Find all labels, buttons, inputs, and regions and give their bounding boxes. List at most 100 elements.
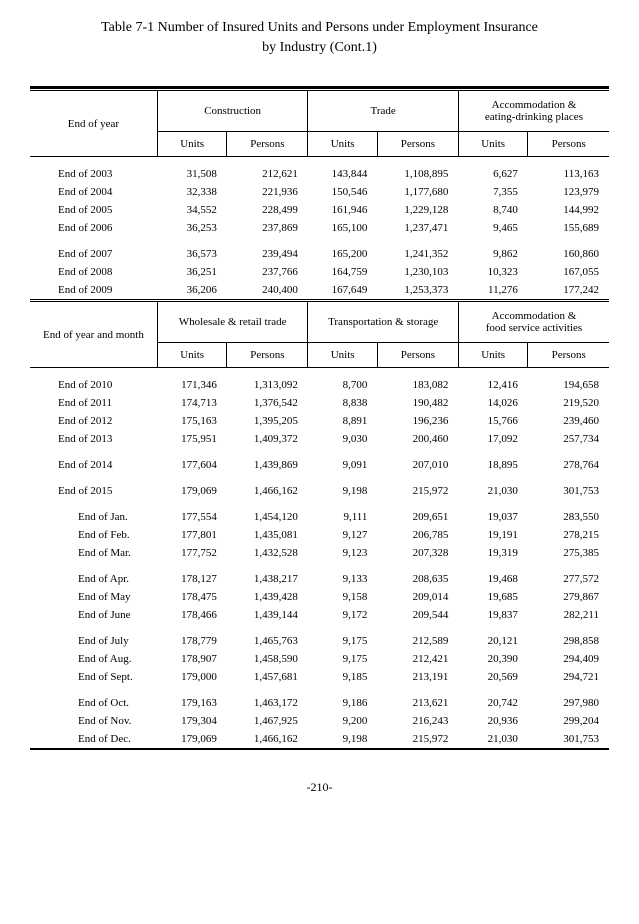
table-cell: 9,158 bbox=[308, 588, 377, 606]
table-cell: 1,454,120 bbox=[227, 508, 308, 526]
table-cell: 9,465 bbox=[458, 219, 527, 237]
table-cell: 215,972 bbox=[377, 482, 458, 500]
table-title-line2: by Industry (Cont.1) bbox=[30, 40, 609, 56]
table-cell: 34,552 bbox=[157, 201, 226, 219]
table-row-label: End of 2010 bbox=[30, 376, 157, 394]
table-cell: 9,123 bbox=[308, 544, 377, 562]
table-cell: 279,867 bbox=[528, 588, 609, 606]
table-cell: 1,409,372 bbox=[227, 430, 308, 448]
table-cell: 8,700 bbox=[308, 376, 377, 394]
table-cell: 1,253,373 bbox=[377, 281, 458, 301]
table-row-label: End of Mar. bbox=[30, 544, 157, 562]
table-cell: 190,482 bbox=[377, 394, 458, 412]
table-cell: 237,766 bbox=[227, 263, 308, 281]
table-cell: 177,801 bbox=[157, 526, 226, 544]
table-row-label: End of 2007 bbox=[30, 245, 157, 263]
table-cell: 20,742 bbox=[458, 694, 527, 712]
column-subheader: Units bbox=[157, 132, 226, 157]
table-cell: 297,980 bbox=[528, 694, 609, 712]
table-row-label: End of Aug. bbox=[30, 650, 157, 668]
table-row-label: End of Dec. bbox=[30, 730, 157, 749]
table-cell: 36,253 bbox=[157, 219, 226, 237]
table-row-label: End of Feb. bbox=[30, 526, 157, 544]
table-cell: 178,779 bbox=[157, 632, 226, 650]
table-cell: 9,198 bbox=[308, 482, 377, 500]
table-cell: 212,621 bbox=[227, 165, 308, 183]
table-cell: 1,435,081 bbox=[227, 526, 308, 544]
table-row-label: End of Nov. bbox=[30, 712, 157, 730]
table-cell: 143,844 bbox=[308, 165, 377, 183]
table-cell: 1,457,681 bbox=[227, 668, 308, 686]
table-cell: 196,236 bbox=[377, 412, 458, 430]
table-cell: 20,121 bbox=[458, 632, 527, 650]
table-cell: 179,000 bbox=[157, 668, 226, 686]
table-cell: 19,468 bbox=[458, 570, 527, 588]
table-cell: 175,163 bbox=[157, 412, 226, 430]
table-cell: 6,627 bbox=[458, 165, 527, 183]
table-cell: 219,520 bbox=[528, 394, 609, 412]
table-cell: 1,439,144 bbox=[227, 606, 308, 624]
table-cell: 113,163 bbox=[528, 165, 609, 183]
table-cell: 14,026 bbox=[458, 394, 527, 412]
table-cell: 167,649 bbox=[308, 281, 377, 301]
table-cell: 21,030 bbox=[458, 482, 527, 500]
table-cell: 171,346 bbox=[157, 376, 226, 394]
table-cell: 9,175 bbox=[308, 650, 377, 668]
table-cell: 209,651 bbox=[377, 508, 458, 526]
column-group-header: Accommodation & eating-drinking places bbox=[458, 90, 609, 132]
table-cell: 179,069 bbox=[157, 482, 226, 500]
table-cell: 1,466,162 bbox=[227, 482, 308, 500]
table-row-label: End of Apr. bbox=[30, 570, 157, 588]
column-subheader: Units bbox=[458, 343, 527, 368]
table-cell: 165,200 bbox=[308, 245, 377, 263]
table-row-label: End of 2006 bbox=[30, 219, 157, 237]
table-cell: 301,753 bbox=[528, 730, 609, 749]
table-cell: 1,439,869 bbox=[227, 456, 308, 474]
table-cell: 11,276 bbox=[458, 281, 527, 301]
table-cell: 298,858 bbox=[528, 632, 609, 650]
table-row-label: End of Oct. bbox=[30, 694, 157, 712]
table-cell: 179,069 bbox=[157, 730, 226, 749]
table-cell: 177,604 bbox=[157, 456, 226, 474]
table-cell: 1,432,528 bbox=[227, 544, 308, 562]
table-cell: 9,133 bbox=[308, 570, 377, 588]
row-header-label: End of year bbox=[30, 90, 157, 157]
table-cell: 175,951 bbox=[157, 430, 226, 448]
table-cell: 1,108,895 bbox=[377, 165, 458, 183]
table-cell: 301,753 bbox=[528, 482, 609, 500]
table-cell: 212,589 bbox=[377, 632, 458, 650]
table-cell: 183,082 bbox=[377, 376, 458, 394]
table-cell: 1,439,428 bbox=[227, 588, 308, 606]
table-row-label: End of June bbox=[30, 606, 157, 624]
table-cell: 212,421 bbox=[377, 650, 458, 668]
table-cell: 9,091 bbox=[308, 456, 377, 474]
row-header-label: End of year and month bbox=[30, 301, 157, 368]
table-cell: 221,936 bbox=[227, 183, 308, 201]
table-cell: 278,215 bbox=[528, 526, 609, 544]
table-cell: 9,198 bbox=[308, 730, 377, 749]
table-cell: 7,355 bbox=[458, 183, 527, 201]
column-subheader: Persons bbox=[227, 343, 308, 368]
table-cell: 178,907 bbox=[157, 650, 226, 668]
table-cell: 9,186 bbox=[308, 694, 377, 712]
table-cell: 19,685 bbox=[458, 588, 527, 606]
table-cell: 1,376,542 bbox=[227, 394, 308, 412]
table-cell: 240,400 bbox=[227, 281, 308, 301]
table-cell: 155,689 bbox=[528, 219, 609, 237]
table-cell: 18,895 bbox=[458, 456, 527, 474]
table-cell: 194,658 bbox=[528, 376, 609, 394]
table-cell: 9,185 bbox=[308, 668, 377, 686]
table-cell: 161,946 bbox=[308, 201, 377, 219]
table-cell: 277,572 bbox=[528, 570, 609, 588]
column-group-header: Accommodation & food service activities bbox=[458, 301, 609, 343]
table-cell: 167,055 bbox=[528, 263, 609, 281]
table-cell: 207,010 bbox=[377, 456, 458, 474]
table-row-label: End of Jan. bbox=[30, 508, 157, 526]
table-cell: 9,200 bbox=[308, 712, 377, 730]
column-subheader: Persons bbox=[377, 132, 458, 157]
table-cell: 9,862 bbox=[458, 245, 527, 263]
table-cell: 294,409 bbox=[528, 650, 609, 668]
page-number: -210- bbox=[30, 780, 609, 795]
table-row-label: End of 2011 bbox=[30, 394, 157, 412]
table-cell: 1,467,925 bbox=[227, 712, 308, 730]
